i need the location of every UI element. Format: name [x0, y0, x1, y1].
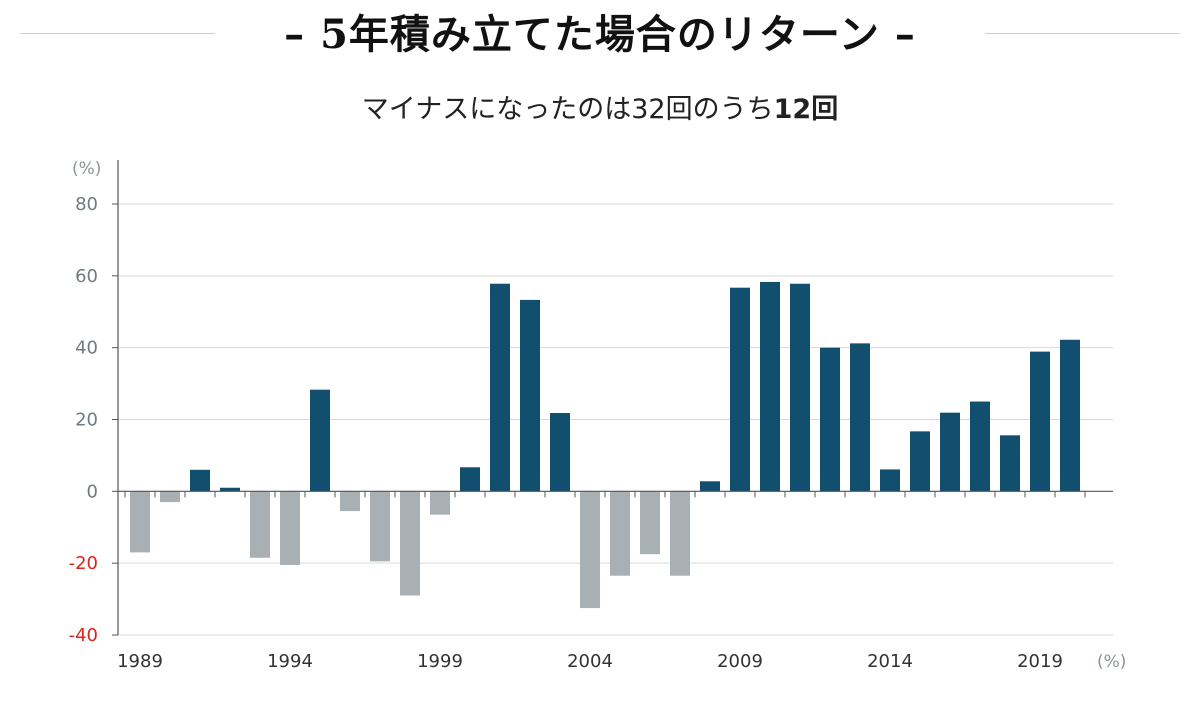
bar-2019 [1030, 351, 1050, 492]
x-tick-label: 2009 [717, 651, 763, 672]
y-tick-label: 40 [75, 338, 98, 359]
y-tick-label: 60 [75, 266, 98, 287]
bar-2006 [640, 491, 660, 555]
bar-2016 [940, 412, 960, 492]
bar-2001 [490, 283, 510, 492]
bar-2011 [790, 283, 810, 492]
bar-2007 [670, 491, 690, 576]
bar-1995 [310, 389, 330, 492]
y-tick-label: -40 [69, 625, 98, 646]
y-tick-labels: 80 60 40 20 0 -20 -40 [69, 194, 98, 646]
x-tick-label: 2014 [867, 651, 913, 672]
title-area: – 5年積み立てた場合のリターン – [0, 0, 1200, 70]
bar-1997 [370, 491, 390, 562]
bar-2000 [460, 467, 480, 492]
y-tick-label: 0 [87, 481, 98, 502]
bar-1989 [130, 491, 150, 553]
title-rule-left [20, 33, 215, 34]
y-tick-label: -20 [69, 553, 98, 574]
bar-2003 [550, 413, 570, 492]
subtitle-prefix: マイナスになったのは32回のうち [361, 94, 774, 125]
axes [112, 160, 1113, 636]
bar-2018 [1000, 435, 1020, 492]
bar-1993 [250, 491, 270, 558]
bar-2009 [730, 287, 750, 492]
y-tick-label: 80 [75, 194, 98, 215]
bar-2002 [520, 299, 540, 492]
title-rule-right [985, 33, 1180, 34]
bar-1994 [280, 491, 300, 565]
bar-1992 [220, 487, 240, 492]
y-tick-label: 20 [75, 410, 98, 431]
x-tick-label: 1999 [417, 651, 463, 672]
x-tick-label: 1994 [267, 651, 313, 672]
bar-1999 [430, 491, 450, 515]
y-axis-unit: (%) [72, 159, 101, 179]
x-tick-label: 1989 [117, 651, 163, 672]
bar-2010 [760, 281, 780, 492]
subtitle-bold: 12回 [773, 94, 839, 125]
bars [130, 281, 1080, 609]
bar-2020 [1060, 339, 1080, 492]
bar-2005 [610, 491, 630, 576]
bar-1990 [160, 491, 180, 503]
bar-2013 [850, 343, 870, 492]
bar-2008 [700, 481, 720, 492]
bar-1998 [400, 491, 420, 596]
x-tick-label: 2004 [567, 651, 613, 672]
bar-2017 [970, 401, 990, 492]
bar-2012 [820, 347, 840, 492]
bar-1991 [190, 469, 210, 492]
x-tick-labels: 1989 1994 1999 2004 2009 2014 2019 [117, 651, 1063, 672]
bar-2004 [580, 491, 600, 609]
bar-2015 [910, 431, 930, 492]
x-tick-label: 2019 [1017, 651, 1063, 672]
x-axis-unit: (%) [1097, 652, 1126, 672]
bar-1996 [340, 491, 360, 512]
chart-title: – 5年積み立てた場合のリターン – [284, 11, 916, 58]
bar-2014 [880, 469, 900, 492]
chart-subtitle: マイナスになったのは32回のうち12回 [0, 87, 1200, 126]
